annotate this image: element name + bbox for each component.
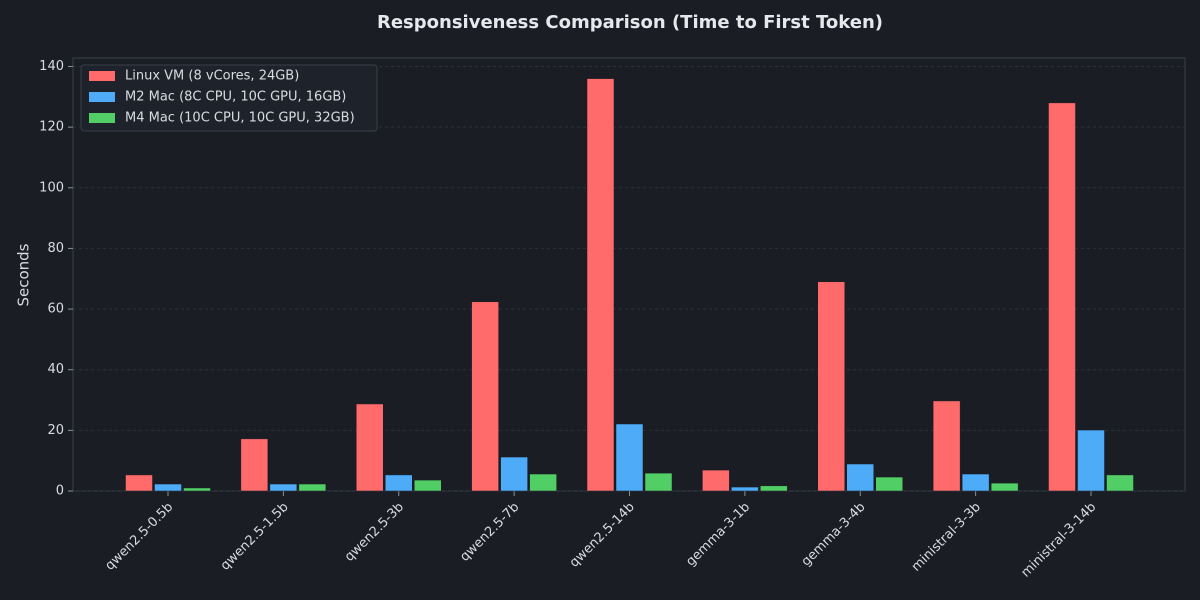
y-tick-label: 40: [47, 362, 64, 377]
y-tick-label: 120: [39, 120, 64, 135]
chart-title: Responsiveness Comparison (Time to First…: [377, 12, 883, 33]
bar: [731, 486, 759, 492]
y-axis-label: Seconds: [15, 243, 33, 306]
y-tick-label: 20: [47, 423, 64, 438]
bar: [500, 456, 528, 492]
bar: [125, 474, 153, 492]
bar: [615, 423, 644, 492]
bar: [586, 78, 615, 492]
bar: [760, 485, 788, 492]
legend-box: [80, 64, 378, 132]
bar: [644, 472, 673, 492]
legend-swatch: [89, 113, 115, 123]
bar: [529, 473, 557, 492]
legend-label: Linux VM (8 vCores, 24GB): [125, 69, 299, 84]
bar: [961, 473, 990, 492]
bar: [1077, 429, 1105, 492]
bar: [183, 487, 211, 492]
legend-swatch: [89, 92, 115, 102]
bar: [846, 463, 874, 492]
legend-swatch: [89, 71, 115, 81]
bar: [990, 482, 1019, 492]
legend-label: M2 Mac (8C CPU, 10C GPU, 16GB): [125, 90, 346, 105]
bar: [385, 474, 413, 492]
y-tick-label: 0: [56, 484, 64, 499]
y-tick-label: 100: [39, 180, 64, 195]
y-tick-label: 140: [39, 59, 64, 74]
bar: [932, 400, 961, 492]
y-tick-label: 80: [47, 241, 64, 256]
bar: [269, 483, 298, 492]
bar: [154, 483, 182, 492]
bar: [1048, 102, 1076, 492]
bar: [471, 301, 499, 492]
bar: [414, 479, 442, 492]
bar: [875, 476, 903, 492]
bar: [817, 281, 845, 492]
legend: Linux VM (8 vCores, 24GB) M2 Mac (8C CPU,…: [80, 64, 378, 132]
bar: [240, 438, 269, 492]
bar: [356, 403, 384, 492]
y-tick-label: 60: [47, 302, 64, 317]
bar: [298, 483, 327, 492]
legend-label: M4 Mac (10C CPU, 10C GPU, 32GB): [125, 111, 355, 126]
bar: [702, 469, 730, 492]
bar: [1106, 474, 1134, 492]
